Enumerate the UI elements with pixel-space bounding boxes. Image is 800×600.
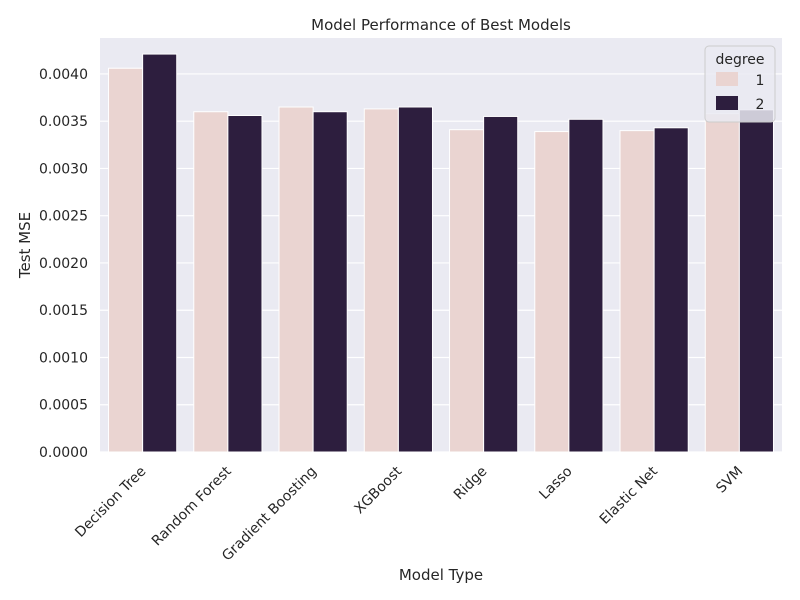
bar-svm-degree-2 — [738, 109, 774, 453]
legend-swatch-1 — [716, 72, 738, 86]
bar-random-forest-degree-2 — [227, 115, 263, 453]
y-tick-label: 0.0040 — [39, 67, 88, 83]
x-tick-label: Ridge — [451, 464, 491, 504]
x-tick-label: XGBoost — [351, 463, 405, 517]
bar-lasso-degree-2 — [568, 118, 604, 453]
bar-decision-tree-degree-2 — [142, 53, 178, 453]
y-tick-label: 0.0030 — [39, 161, 88, 177]
legend-title: degree — [715, 52, 764, 68]
x-tick-label: Lasso — [536, 464, 575, 503]
legend-label-2: 2 — [756, 97, 765, 113]
y-tick-label: 0.0020 — [39, 256, 88, 272]
y-tick-label: 0.0000 — [39, 445, 88, 461]
x-tick-label: SVM — [713, 464, 746, 497]
bar-gradient-boosting-degree-1 — [278, 106, 314, 453]
bars — [108, 53, 774, 453]
x-axis-title: Model Type — [399, 566, 483, 584]
y-tick-label: 0.0005 — [39, 398, 88, 414]
bar-lasso-degree-1 — [534, 131, 570, 453]
bar-xgboost-degree-1 — [363, 108, 399, 453]
y-axis-title: Test MSE — [16, 212, 34, 279]
bar-decision-tree-degree-1 — [108, 67, 144, 453]
y-tick-label: 0.0010 — [39, 350, 88, 366]
y-tick-label: 0.0035 — [39, 114, 88, 130]
bar-ridge-degree-2 — [483, 115, 519, 453]
bar-elastic-net-degree-1 — [619, 130, 655, 453]
x-tick-label: Elastic Net — [597, 463, 662, 528]
bar-ridge-degree-1 — [449, 129, 485, 453]
bar-gradient-boosting-degree-2 — [312, 111, 348, 453]
x-tick-label: Decision Tree — [72, 464, 149, 541]
y-tick-label: 0.0015 — [39, 303, 88, 319]
y-tick-label: 0.0025 — [39, 209, 88, 225]
bar-elastic-net-degree-2 — [653, 127, 689, 453]
x-tick-label: Random Forest — [149, 463, 235, 549]
chart-title: Model Performance of Best Models — [311, 16, 571, 34]
legend-swatch-2 — [716, 96, 738, 110]
x-tick-label: Gradient Boosting — [219, 464, 320, 565]
bar-svm-degree-1 — [704, 113, 740, 453]
legend-label-1: 1 — [756, 73, 765, 89]
y-tick-labels: 0.0000 0.0005 0.0010 0.0015 0.0020 0.0025 0.00… — [39, 67, 88, 461]
bar-random-forest-degree-1 — [193, 111, 229, 453]
bar-xgboost-degree-2 — [397, 106, 433, 453]
legend: degree 1 2 — [704, 45, 776, 123]
